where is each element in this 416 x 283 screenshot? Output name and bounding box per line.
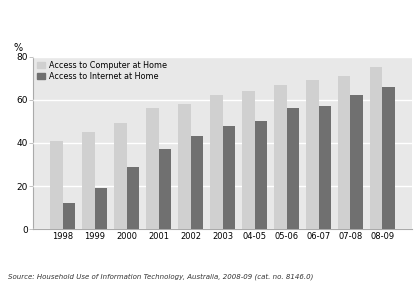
Bar — [114, 123, 126, 229]
Bar — [191, 136, 203, 229]
Bar — [255, 121, 267, 229]
Bar — [382, 87, 395, 229]
Bar — [94, 188, 107, 229]
Bar — [243, 91, 255, 229]
Bar — [338, 76, 351, 229]
Bar — [210, 95, 223, 229]
Bar — [82, 132, 94, 229]
Bar — [275, 85, 287, 229]
Bar — [63, 203, 75, 229]
Bar — [319, 106, 331, 229]
Bar — [126, 167, 139, 229]
Bar — [158, 149, 171, 229]
Legend: Access to Computer at Home, Access to Internet at Home: Access to Computer at Home, Access to In… — [37, 61, 166, 81]
Text: Source: Household Use of Information Technology, Australia, 2008-09 (cat. no. 81: Source: Household Use of Information Tec… — [8, 274, 314, 280]
Bar — [50, 141, 63, 229]
Bar — [370, 67, 382, 229]
Bar — [223, 126, 235, 229]
Y-axis label: %: % — [14, 43, 23, 53]
Bar — [306, 80, 319, 229]
Bar — [351, 95, 363, 229]
Bar — [146, 108, 158, 229]
Bar — [287, 108, 299, 229]
Bar — [178, 104, 191, 229]
